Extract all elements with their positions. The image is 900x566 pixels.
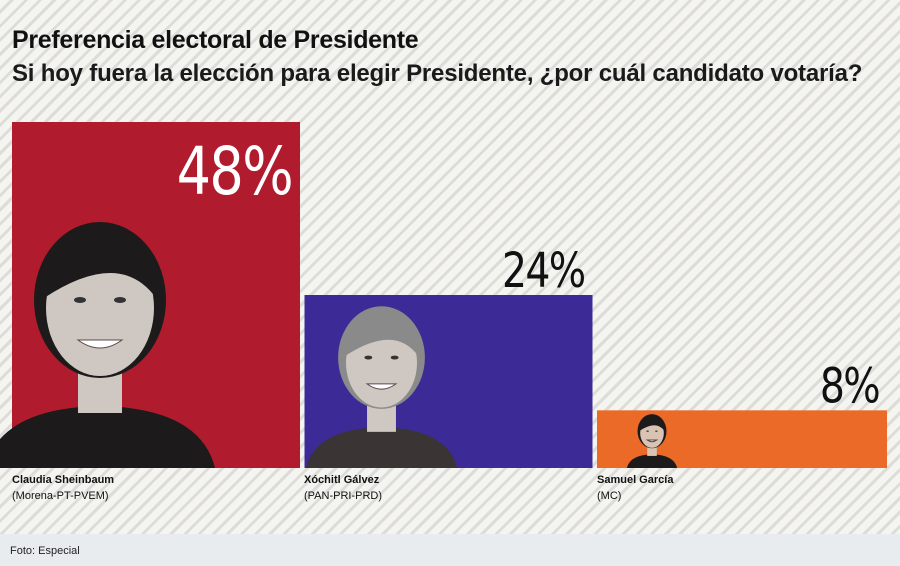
bar-group: 8% — [597, 359, 887, 468]
candidate-name: Claudia Sheinbaum — [12, 474, 115, 486]
footer: Foto: Especial — [0, 534, 900, 566]
candidate-name: Xóchitl Gálvez — [304, 474, 380, 486]
bar-value-label: 8% — [820, 359, 879, 415]
xochitl-galvez-photo — [305, 306, 458, 468]
bar-chart: 48% 24% 8% — [0, 122, 887, 468]
candidate-name: Samuel García — [597, 474, 674, 486]
chart-title: Preferencia electoral de Presidente — [12, 26, 419, 54]
candidate-party: (Morena-PT-PVEM) — [12, 490, 109, 502]
photo-credit: Foto: Especial — [10, 545, 80, 557]
bar-group: 24% — [304, 243, 593, 468]
bar-value-label: 48% — [177, 134, 292, 211]
chart-subtitle: Si hoy fuera la elección para elegir Pre… — [12, 60, 863, 87]
chart-card: Preferencia electoral de Presidente Si h… — [0, 0, 900, 535]
claudia-sheinbaum-photo — [0, 222, 215, 468]
candidate-party: (MC) — [597, 490, 622, 502]
bar-value-label: 24% — [502, 243, 585, 299]
samuel-garcia-photo — [626, 414, 678, 468]
candidate-party: (PAN-PRI-PRD) — [304, 490, 383, 502]
bar-group: 48% — [0, 122, 300, 468]
